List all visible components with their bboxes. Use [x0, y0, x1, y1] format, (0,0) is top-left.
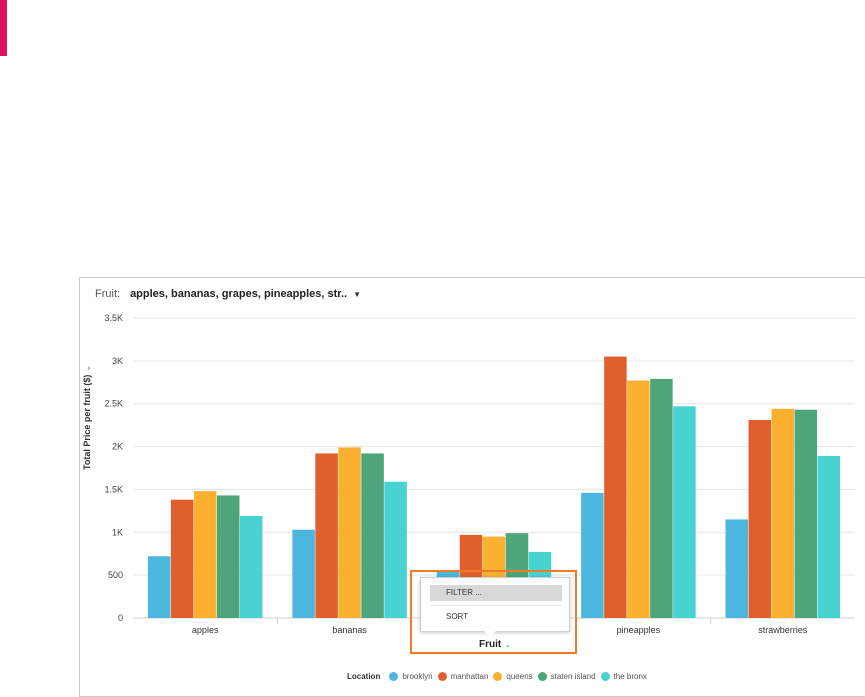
- bar: [147, 556, 171, 618]
- bar: [748, 420, 772, 618]
- y-tick-label: 3K: [112, 356, 123, 366]
- bar: [338, 447, 361, 618]
- y-tick-label: 2.5K: [104, 399, 123, 409]
- bar: [170, 499, 194, 618]
- bar: [794, 409, 818, 618]
- bar: [315, 453, 338, 618]
- legend-swatch: [493, 671, 503, 681]
- x-axis-title[interactable]: Fruit ⌄: [479, 639, 511, 650]
- legend-item[interactable]: brooklyn: [389, 671, 433, 681]
- bar: [292, 529, 315, 618]
- bar: [725, 519, 749, 618]
- y-tick-label: 3.5K: [104, 313, 123, 323]
- y-tick-label: 2K: [112, 442, 123, 452]
- legend-label: brooklyn: [402, 671, 433, 681]
- bar: [650, 378, 673, 618]
- filter-value[interactable]: apples, bananas, grapes, pineapples, str…: [130, 288, 348, 300]
- filter-menu-item[interactable]: FILTER ...: [430, 585, 562, 601]
- legend-label: manhattan: [450, 671, 489, 681]
- menu-divider: [430, 605, 562, 606]
- bar: [627, 380, 650, 618]
- x-tick-label: bananas: [332, 625, 367, 635]
- bar: [673, 406, 696, 618]
- y-tick-label: 500: [108, 570, 123, 580]
- x-tick-label: apples: [192, 625, 219, 635]
- legend-label: staten island: [550, 671, 596, 681]
- legend-item[interactable]: the bronx: [600, 671, 647, 681]
- highlight-box: [410, 570, 577, 654]
- bar: [361, 453, 384, 618]
- legend-title: Location: [347, 671, 381, 681]
- legend-label: the bronx: [613, 671, 647, 681]
- bar: [771, 408, 795, 618]
- y-axis-title[interactable]: Total Price per fruit ($) ⌄: [82, 365, 92, 470]
- bar: [604, 356, 627, 618]
- legend-swatch: [600, 671, 610, 681]
- caret-down-icon[interactable]: ▼: [353, 289, 362, 299]
- sort-menu-item[interactable]: SORT: [446, 612, 469, 621]
- bar: [581, 492, 604, 618]
- bar: [384, 481, 407, 618]
- legend-item[interactable]: staten island: [537, 671, 596, 681]
- x-tick-label: strawberries: [758, 625, 808, 635]
- chevron-down-icon[interactable]: ⌄: [83, 364, 92, 372]
- bar: [193, 491, 217, 618]
- menu-pointer: [484, 631, 496, 637]
- legend-swatch: [437, 671, 447, 681]
- bar: [216, 495, 240, 618]
- legend: Location brooklyn manhattan queens state…: [347, 670, 647, 682]
- legend-swatch: [537, 671, 547, 681]
- legend-label: queens: [506, 671, 533, 681]
- chevron-down-icon[interactable]: ⌄: [504, 640, 511, 649]
- bar: [239, 516, 263, 618]
- context-menu: FILTER ... SORT: [420, 577, 570, 632]
- y-tick-label: 0: [118, 613, 123, 623]
- x-axis-title-text: Fruit: [479, 639, 502, 650]
- filter-label: Fruit:: [95, 288, 121, 300]
- bar: [817, 456, 841, 618]
- legend-swatch: [389, 671, 399, 681]
- y-axis-title-text: Total Price per fruit ($): [82, 374, 92, 470]
- legend-item[interactable]: queens: [493, 671, 533, 681]
- x-tick-label: pineapples: [617, 625, 661, 635]
- legend-item[interactable]: manhattan: [437, 671, 489, 681]
- accent-bar: [0, 0, 7, 56]
- filter-bar[interactable]: Fruit: apples, bananas, grapes, pineappl…: [95, 286, 361, 302]
- y-tick-label: 1.5K: [104, 484, 123, 494]
- y-tick-label: 1K: [112, 527, 123, 537]
